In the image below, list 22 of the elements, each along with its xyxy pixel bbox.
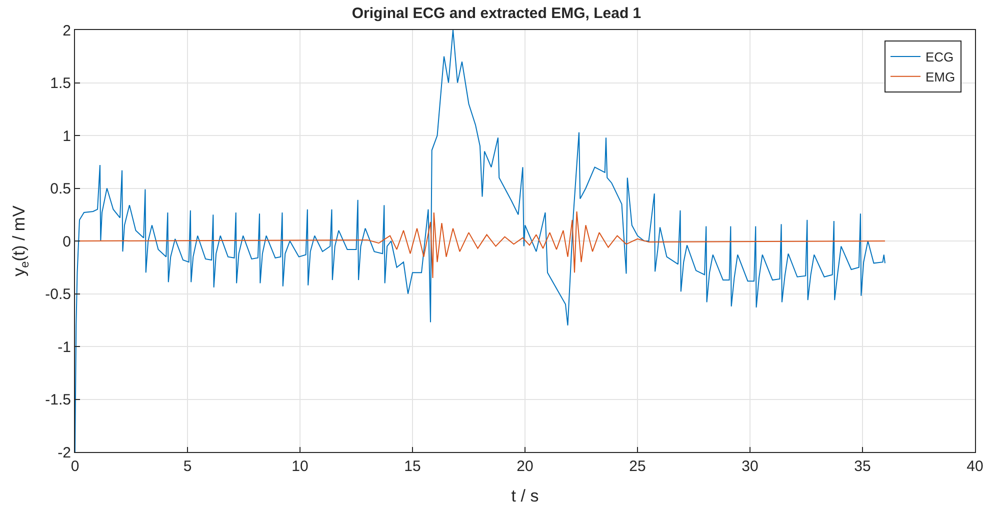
x-tick-label: 35 — [854, 458, 871, 475]
x-tick-label: 30 — [742, 458, 758, 475]
y-tick-label: -1 — [58, 338, 71, 356]
y-tick-label: 1 — [62, 128, 71, 145]
x-tick-label: 5 — [183, 458, 192, 475]
x-tick-label: 15 — [404, 458, 421, 475]
y-tick-label: -0.5 — [45, 286, 71, 303]
x-tick-label: 10 — [292, 458, 308, 475]
x-tick-label: 25 — [629, 458, 646, 475]
y-tick-label: -2 — [58, 444, 71, 462]
y-tick-label: 0 — [62, 233, 71, 250]
y-tick-label: 2 — [62, 22, 71, 40]
line-series — [75, 30, 886, 452]
x-tick-label: 40 — [966, 458, 984, 475]
legend-label: ECG — [926, 50, 954, 65]
chart-title: Original ECG and extracted EMG, Lead 1 — [352, 5, 642, 22]
y-tick-label: -1.5 — [45, 392, 71, 408]
x-tick-label: 20 — [516, 458, 534, 475]
y-tick-label: 1.5 — [50, 75, 71, 92]
x-axis-title: t / s — [511, 486, 539, 506]
legend-label: EMG — [926, 69, 956, 84]
y-tick-label: 0.5 — [50, 180, 71, 198]
